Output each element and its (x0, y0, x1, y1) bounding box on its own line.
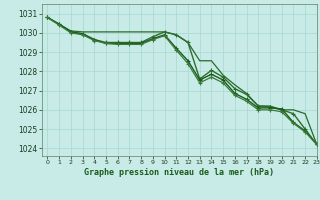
X-axis label: Graphe pression niveau de la mer (hPa): Graphe pression niveau de la mer (hPa) (84, 168, 274, 177)
